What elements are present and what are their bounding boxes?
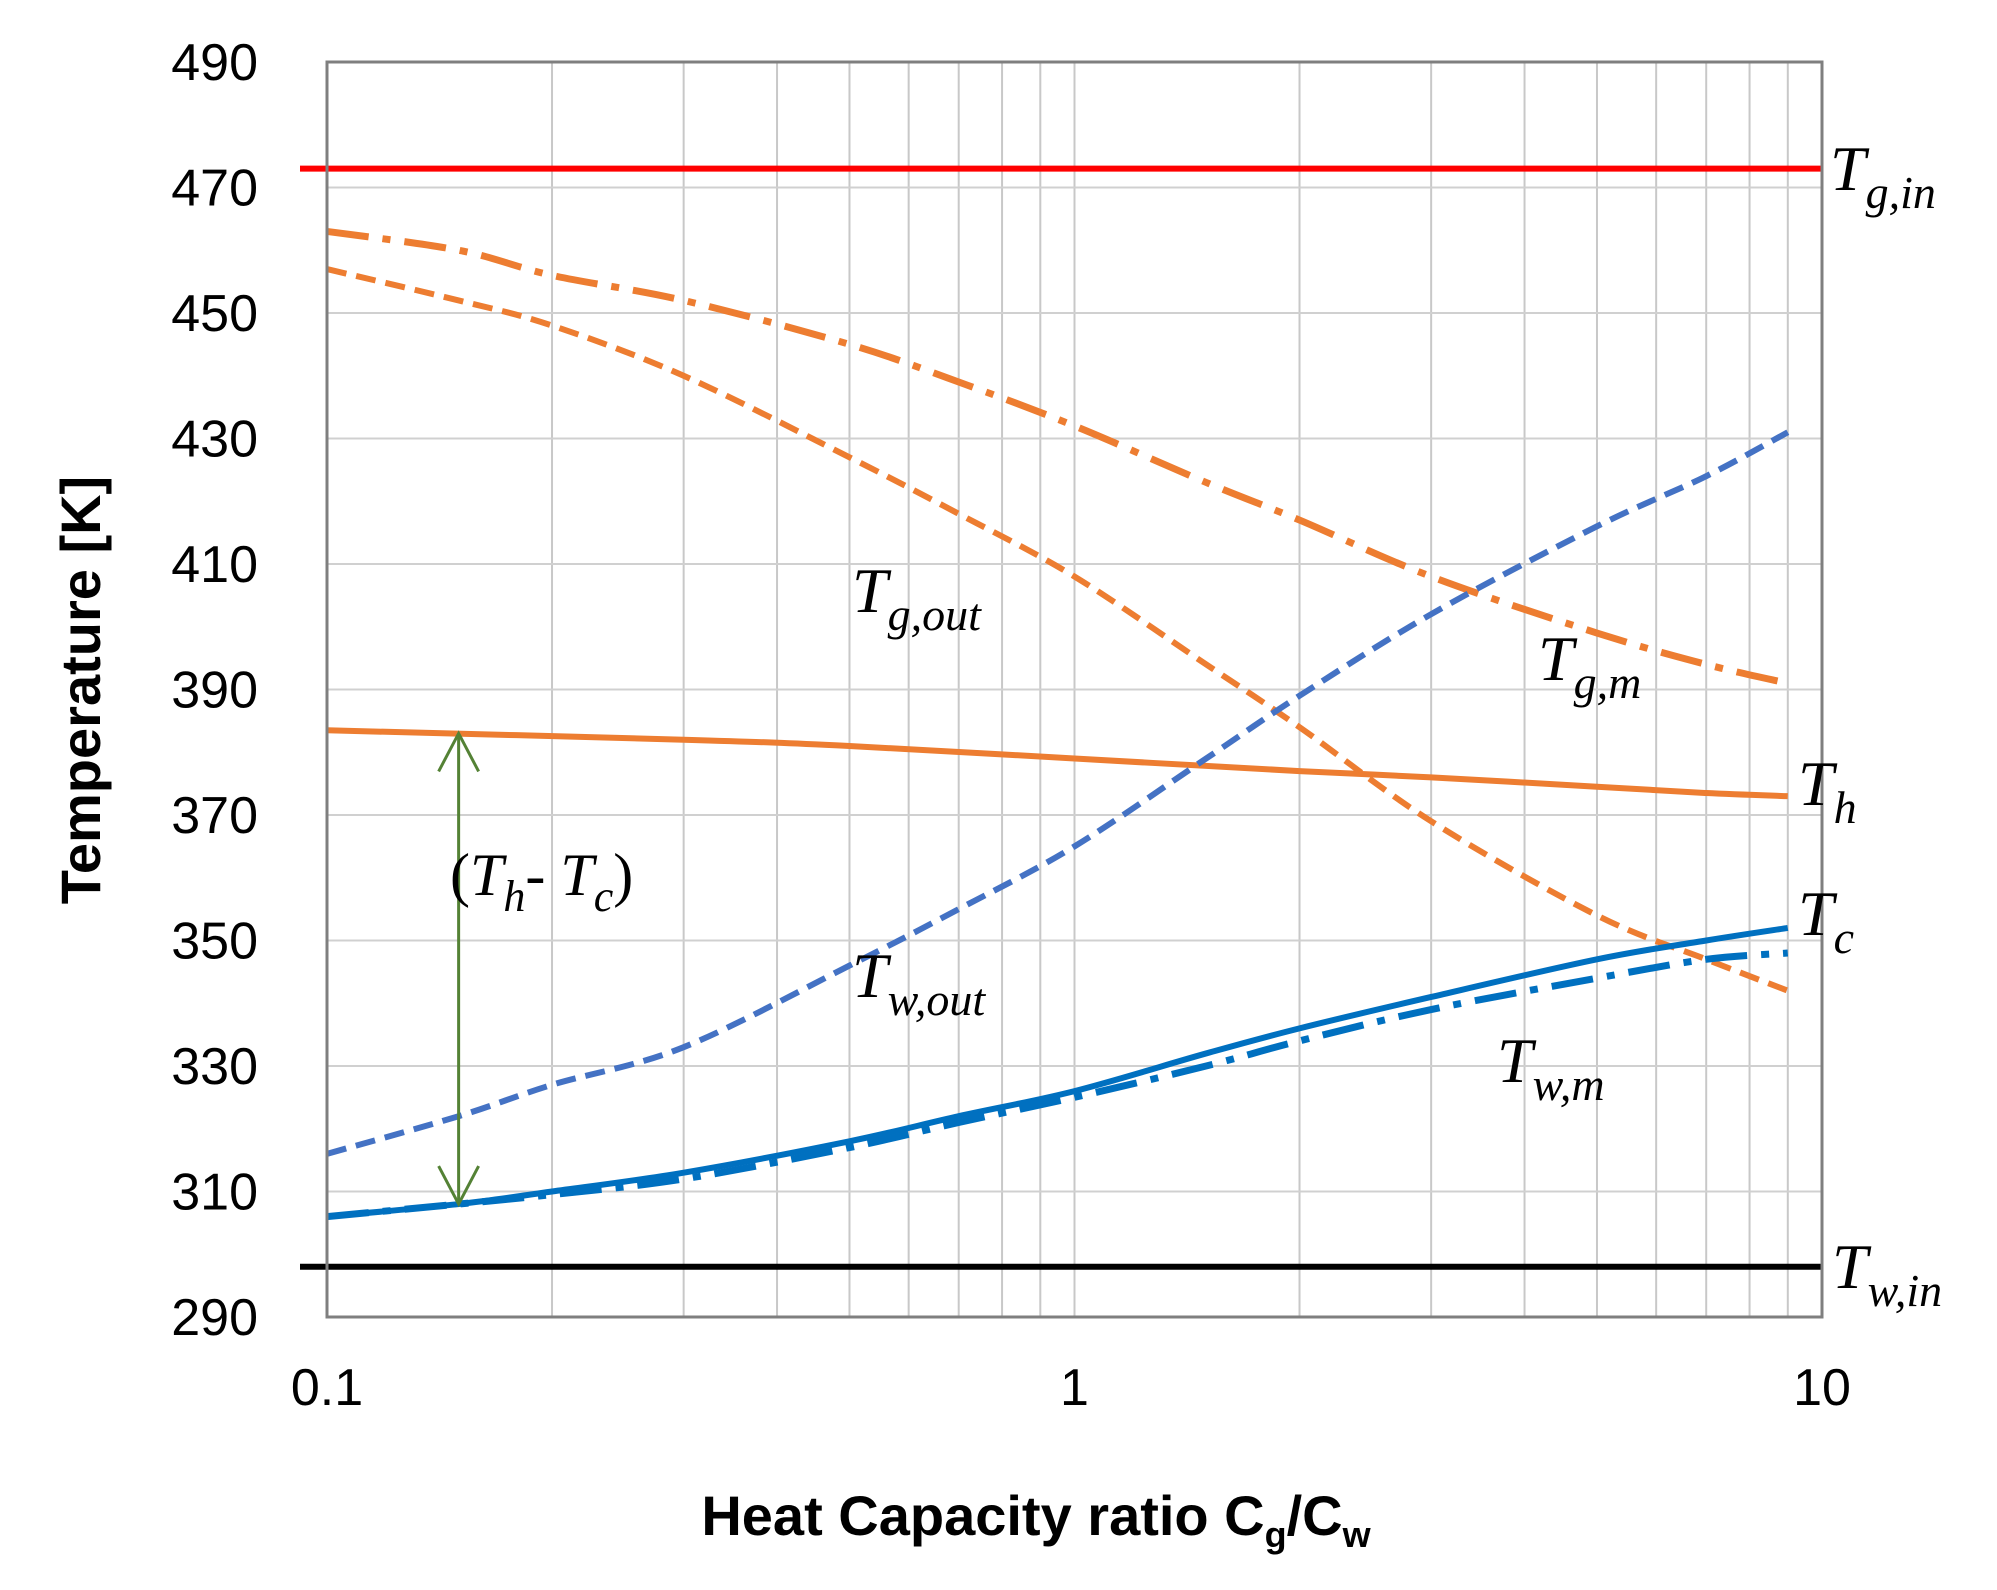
y-tick-label: 390 [171,662,258,720]
x-tick-label: 10 [1793,1359,1851,1417]
y-tick-label: 430 [171,411,258,469]
series-line-g-m [326,227,1789,687]
series-label-w-m: Tw,m [1497,1025,1605,1110]
series-line-w-m [326,949,1789,1221]
difference-annotation: (Th- Tc) [437,730,633,1208]
x-tick-label: 0.1 [291,1359,363,1417]
y-tick-label: 350 [171,913,258,971]
series-line-w-out [326,429,1790,1157]
series-label-g-m: Tg,m [1538,623,1641,708]
series-line-h [326,727,1788,800]
y-axis-title: Temperature [K] [49,476,112,904]
y-tick-label: 370 [171,787,258,845]
x-axis-title-sub2: w [1342,1514,1372,1555]
x-axis-title-mid: /C [1287,1484,1343,1547]
series-curves [300,165,1822,1270]
x-axis-title-main: Heat Capacity ratio C [701,1484,1264,1547]
series-label-w-in: Tw,in [1832,1231,1942,1316]
y-tick-labels: 290 310 330 350 370 390 410 430 450 470 490 [171,34,258,1347]
y-axis-title-text: Temperature [K] [49,476,112,904]
y-tick-label: 330 [171,1038,258,1096]
series-line-g-out [326,266,1789,994]
series-label-g-out: Tg,out [852,555,982,640]
x-axis-title: Heat Capacity ratio Cg/Cw [701,1484,1371,1555]
x-axis-title-sub1: g [1265,1514,1287,1555]
series-line-c [326,924,1789,1220]
grid-lines [327,62,1822,1317]
series-label-c: Tc [1798,878,1854,963]
y-tick-label: 490 [171,34,258,92]
x-tick-labels: 0.1 1 10 [291,1359,1851,1417]
y-tick-label: 410 [171,536,258,594]
series-label-h: Th [1798,748,1857,833]
y-tick-label: 470 [171,160,258,218]
y-tick-label: 450 [171,285,258,343]
x-tick-label: 1 [1060,1359,1089,1417]
y-tick-label: 290 [171,1289,258,1347]
series-label-g-in: Tg,in [1830,133,1936,218]
difference-label: (Th- Tc) [450,842,633,921]
y-tick-label: 310 [171,1164,258,1222]
plot-frame [325,60,1824,1319]
series-label-w-out: Tw,out [852,940,986,1025]
series-labels: Tg,in Tw,in Tg,m Tg,out Th Tw,out Tc Tw,m [852,133,1942,1316]
